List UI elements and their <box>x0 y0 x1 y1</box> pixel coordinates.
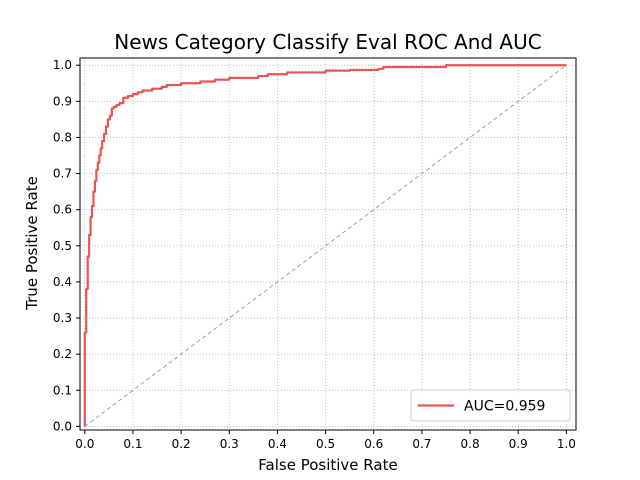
y-tick-label: 0.9 <box>53 94 72 108</box>
y-tick-label: 0.8 <box>53 130 72 144</box>
x-tick-label: 0.6 <box>364 437 383 451</box>
x-tick-label: 0.8 <box>461 437 480 451</box>
y-tick-label: 0.3 <box>53 311 72 325</box>
x-tick-label: 0.5 <box>316 437 335 451</box>
x-tick-label: 0.2 <box>172 437 191 451</box>
y-axis-label: True Positive Rate <box>23 176 41 311</box>
diagonal-reference-line <box>84 64 567 427</box>
plot-frame <box>79 57 577 431</box>
x-tick-label: 0.0 <box>75 437 94 451</box>
x-tick-label: 1.0 <box>557 437 576 451</box>
x-tick-label: 0.9 <box>509 437 528 451</box>
series-layer <box>83 64 567 427</box>
y-tick-label: 1.0 <box>53 58 72 72</box>
axis-ticks: 0.0 0.1 0.2 0.3 0.4 0.5 0.6 0.7 0.8 0.9 1.0 0.0 0.1 0… <box>53 58 576 451</box>
y-tick-label: 0.5 <box>53 239 72 253</box>
y-tick-label: 0.6 <box>53 203 72 217</box>
y-tick-label: 0.7 <box>53 167 72 181</box>
x-tick-label: 0.3 <box>220 437 239 451</box>
legend: AUC=0.959 <box>410 389 571 422</box>
y-tick-label: 0.2 <box>53 347 72 361</box>
y-tick-label: 0.4 <box>53 275 72 289</box>
grid <box>80 58 576 430</box>
legend-label: AUC=0.959 <box>464 399 545 415</box>
y-tick-label: 0.0 <box>53 419 72 433</box>
x-tick-label: 0.1 <box>123 437 142 451</box>
chart-title: News Category Classify Eval ROC And AUC <box>114 30 541 54</box>
x-tick-label: 0.7 <box>412 437 431 451</box>
legend-box <box>410 389 571 422</box>
roc-curve-line <box>83 64 567 427</box>
x-tick-label: 0.4 <box>268 437 287 451</box>
y-tick-label: 0.1 <box>53 383 72 397</box>
x-axis-label: False Positive Rate <box>258 456 397 474</box>
